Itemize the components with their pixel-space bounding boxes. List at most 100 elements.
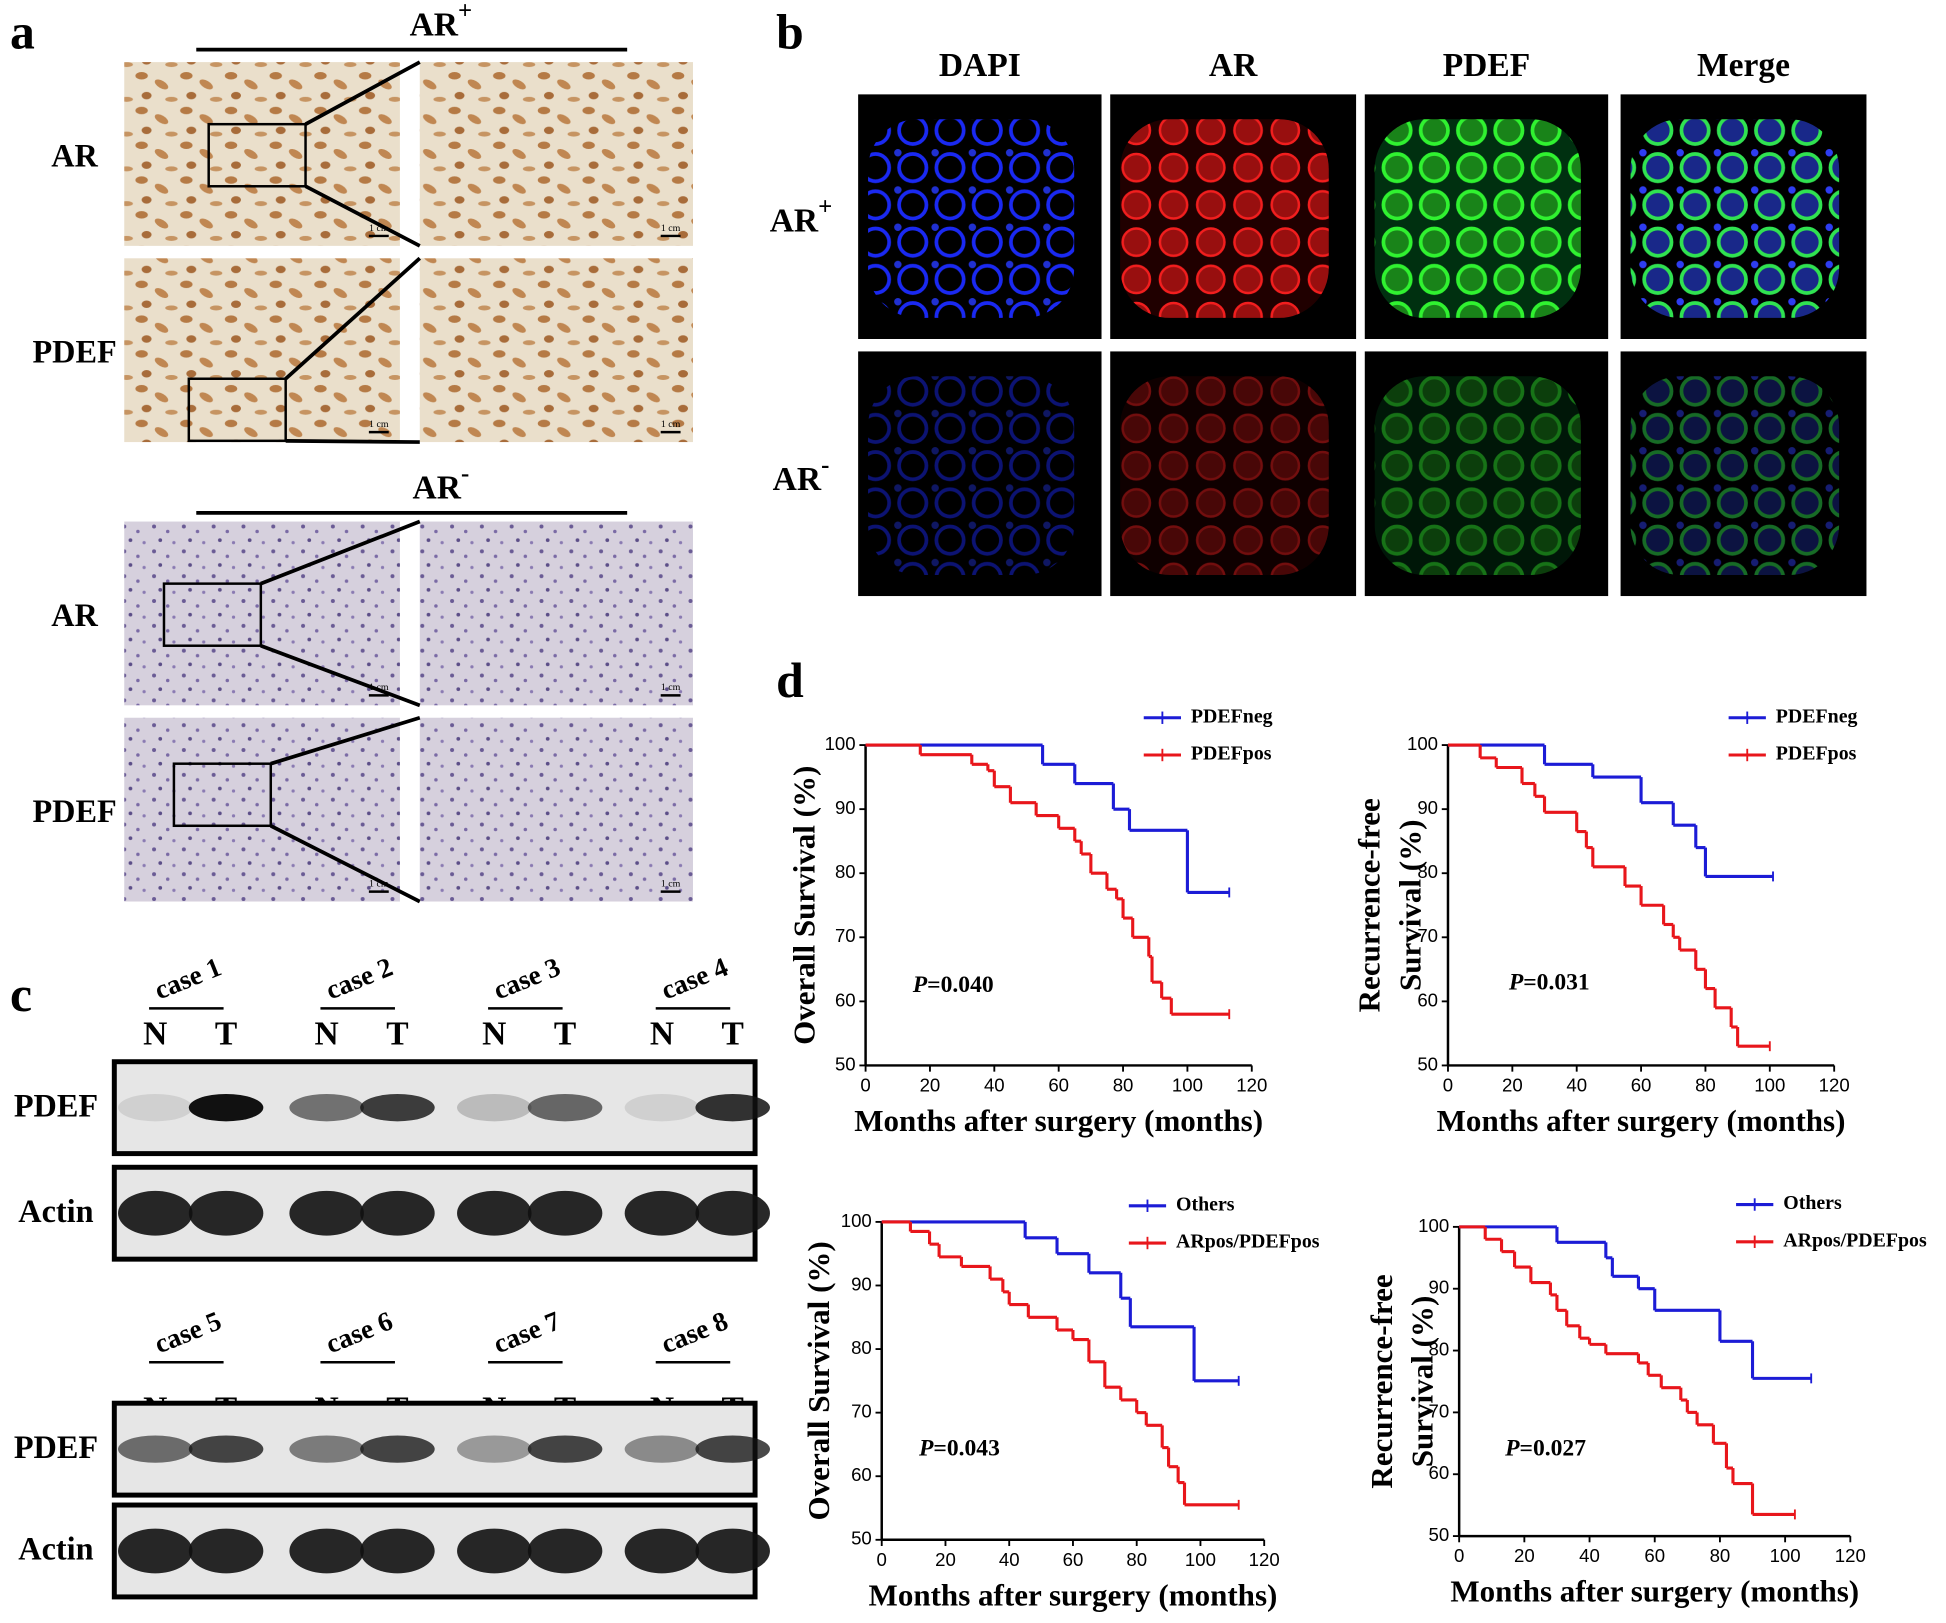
y-tick-label: 100 bbox=[1407, 733, 1438, 754]
band bbox=[118, 1094, 193, 1122]
x-tick-label: 120 bbox=[1236, 1074, 1267, 1095]
x-axis-label: Months after surgery (months) bbox=[869, 1577, 1278, 1612]
micrograph-zoom bbox=[419, 62, 693, 246]
scale-bar-label: 1 cm bbox=[369, 682, 389, 693]
rule bbox=[284, 256, 422, 381]
band bbox=[289, 1528, 364, 1574]
x-tick-label: 100 bbox=[1185, 1549, 1216, 1570]
y-tick-label: 50 bbox=[1429, 1524, 1450, 1545]
p-value: P=0.027 bbox=[1504, 1436, 1586, 1462]
y-tick-label: 70 bbox=[851, 1401, 872, 1422]
y-tick-label: 50 bbox=[851, 1528, 872, 1549]
p-symbol: P bbox=[912, 973, 928, 999]
blot-row-label: Actin bbox=[18, 1193, 93, 1229]
lane-label: T bbox=[554, 1016, 576, 1053]
y-tick-label: 70 bbox=[835, 925, 856, 946]
column-label: Merge bbox=[1697, 47, 1790, 84]
row-label-base: AR bbox=[770, 202, 819, 239]
x-tick-label: 20 bbox=[920, 1074, 941, 1095]
y-tick-label: 50 bbox=[835, 1053, 856, 1074]
y-tick-label: 100 bbox=[1418, 1215, 1449, 1236]
row-label: PDEF bbox=[32, 334, 116, 370]
micrograph-zoom bbox=[419, 717, 693, 902]
y-axis-label: Survival (%) bbox=[1405, 1296, 1440, 1468]
legend-label: PDEFneg bbox=[1191, 705, 1273, 727]
band bbox=[695, 1094, 770, 1122]
p-text: =0.031 bbox=[1523, 970, 1590, 996]
panel-label: b bbox=[776, 5, 804, 60]
case-label: case 6 bbox=[322, 1306, 397, 1360]
band bbox=[624, 1528, 700, 1574]
band bbox=[624, 1190, 700, 1236]
y-tick-label: 90 bbox=[1417, 797, 1438, 818]
blot-row-label: Actin bbox=[18, 1531, 93, 1567]
y-tick-label: 70 bbox=[1429, 1400, 1450, 1421]
scale-bar-label: 1 cm bbox=[369, 419, 389, 430]
zoom-box bbox=[162, 582, 263, 647]
micrograph-zoom bbox=[419, 258, 693, 443]
x-tick-label: 80 bbox=[1695, 1074, 1716, 1095]
band bbox=[695, 1190, 770, 1236]
legend-label: ARpos/PDEFpos bbox=[1176, 1231, 1320, 1253]
scale-bar-label: 1 cm bbox=[369, 878, 389, 889]
p-symbol: P bbox=[918, 1436, 934, 1462]
rule bbox=[260, 519, 421, 586]
panel-label: c bbox=[10, 967, 32, 1022]
lane-label: N bbox=[143, 1016, 167, 1053]
lane-label: T bbox=[386, 1016, 408, 1053]
x-tick-label: 60 bbox=[1048, 1074, 1069, 1095]
y-tick-label: 90 bbox=[1429, 1277, 1450, 1298]
y-tick-label: 90 bbox=[851, 1273, 872, 1294]
x-tick-label: 120 bbox=[1249, 1549, 1280, 1570]
band bbox=[695, 1528, 770, 1574]
zoom-box bbox=[207, 122, 307, 188]
lane-label: T bbox=[215, 1016, 237, 1053]
case-label: case 2 bbox=[322, 952, 397, 1006]
x-tick-label: 80 bbox=[1710, 1545, 1731, 1566]
lane-label: N bbox=[315, 1016, 339, 1053]
band bbox=[360, 1435, 435, 1463]
x-tick-label: 120 bbox=[1819, 1074, 1850, 1095]
band bbox=[457, 1094, 532, 1122]
group-title: AR- bbox=[413, 460, 470, 506]
fluorescence-image bbox=[868, 119, 1075, 318]
p-value: P=0.043 bbox=[918, 1436, 1000, 1462]
band bbox=[527, 1435, 603, 1463]
band bbox=[624, 1094, 700, 1122]
y-tick-label: 60 bbox=[1429, 1462, 1450, 1483]
band bbox=[289, 1435, 364, 1463]
band bbox=[188, 1528, 264, 1574]
x-tick-label: 40 bbox=[984, 1074, 1005, 1095]
fluorescence-image bbox=[1630, 376, 1840, 575]
p-value: P=0.031 bbox=[1508, 970, 1590, 996]
band bbox=[457, 1190, 532, 1236]
x-tick-label: 60 bbox=[1631, 1074, 1652, 1095]
group-title: AR+ bbox=[410, 0, 473, 43]
x-tick-label: 100 bbox=[1770, 1545, 1801, 1566]
x-tick-label: 40 bbox=[1566, 1074, 1587, 1095]
case-label: case 8 bbox=[657, 1306, 732, 1360]
case-label: case 3 bbox=[489, 952, 564, 1006]
y-tick-label: 50 bbox=[1417, 1053, 1438, 1074]
lane-label: N bbox=[650, 1016, 674, 1053]
y-axis-label: Overall Survival (%) bbox=[786, 766, 821, 1045]
p-text: =0.027 bbox=[1520, 1436, 1587, 1462]
x-tick-label: 60 bbox=[1063, 1549, 1084, 1570]
legend-label: Others bbox=[1783, 1192, 1842, 1214]
band bbox=[188, 1190, 264, 1236]
band bbox=[118, 1435, 193, 1463]
p-symbol: P bbox=[1504, 1436, 1520, 1462]
p-text: =0.043 bbox=[933, 1436, 1000, 1462]
legend-label: PDEFpos bbox=[1776, 743, 1857, 765]
y-tick-label: 100 bbox=[825, 733, 856, 754]
fluorescence-image bbox=[1120, 376, 1329, 575]
fluorescence-image bbox=[1374, 376, 1581, 575]
band bbox=[624, 1435, 700, 1463]
band bbox=[118, 1528, 193, 1574]
group-title-sup: - bbox=[461, 460, 469, 487]
micrograph bbox=[124, 717, 400, 902]
zoom-box bbox=[187, 377, 287, 443]
band bbox=[457, 1528, 532, 1574]
x-tick-label: 60 bbox=[1644, 1545, 1665, 1566]
row-label-base: AR bbox=[773, 460, 822, 497]
